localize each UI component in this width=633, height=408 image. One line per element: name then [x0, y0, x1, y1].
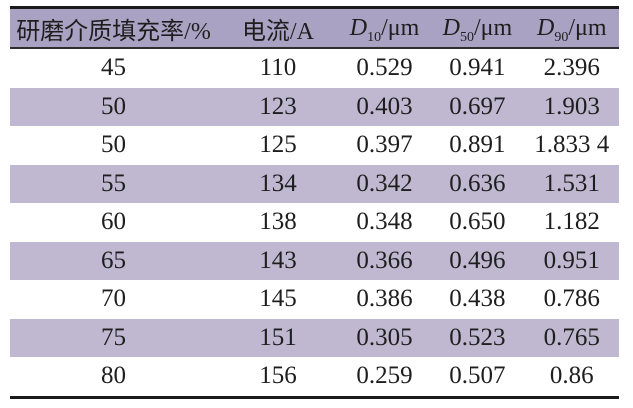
column-unit: /μm	[568, 14, 607, 41]
cell-d10: 0.259	[356, 362, 413, 390]
table-row: 80 156 0.259 0.507 0.86	[10, 357, 619, 397]
cell-d10: 0.305	[356, 323, 413, 351]
cell-filling-rate: 80	[101, 362, 127, 390]
column-header-d50: D50/μm	[430, 7, 525, 49]
cell-d50: 0.523	[449, 323, 506, 351]
cell-filling-rate: 50	[101, 92, 127, 120]
column-header-d90: D90/μm	[524, 7, 619, 49]
cell-filling-rate: 55	[101, 169, 127, 197]
column-header-current: 电流/A	[217, 7, 339, 49]
cell-filling-rate: 45	[101, 54, 127, 82]
cell-current: 151	[259, 323, 297, 351]
table-header: 研磨介质填充率/% 电流/A D10/μm D50/μm D90/μm	[10, 7, 619, 49]
cell-current: 156	[259, 362, 297, 390]
cell-d10: 0.397	[356, 131, 413, 159]
column-header-d10: D10/μm	[338, 7, 431, 49]
cell-d50: 0.697	[449, 92, 506, 120]
cell-current: 138	[259, 208, 297, 236]
cell-d90: 1.182	[543, 208, 600, 236]
cell-d90: 0.86	[549, 362, 594, 390]
table-row: 65 143 0.366 0.496 0.951	[10, 241, 619, 280]
cell-d50: 0.891	[449, 131, 506, 159]
cell-d10: 0.342	[356, 169, 413, 197]
column-symbol: D	[349, 14, 368, 41]
cell-d50: 0.941	[449, 54, 506, 82]
cell-d90: 0.951	[543, 246, 600, 274]
cell-d50: 0.496	[449, 246, 506, 274]
cell-d50: 0.636	[449, 169, 506, 197]
cell-d90: 0.765	[543, 323, 600, 351]
table-row: 60 138 0.348 0.650 1.182	[10, 203, 619, 242]
column-subscript: 50	[459, 29, 474, 45]
table-row: 50 123 0.403 0.697 1.903	[10, 87, 619, 126]
cell-filling-rate: 50	[101, 131, 127, 159]
table-row: 50 125 0.397 0.891 1.833 4	[10, 126, 619, 165]
cell-filling-rate: 75	[101, 323, 127, 351]
cell-d10: 0.403	[356, 92, 413, 120]
cell-d90: 1.833 4	[534, 131, 610, 159]
column-unit: /μm	[473, 14, 513, 41]
cell-d90: 1.531	[543, 169, 600, 197]
table-row: 70 145 0.386 0.438 0.786	[10, 280, 619, 319]
grinding-media-table: 研磨介质填充率/% 电流/A D10/μm D50/μm D90/μm 45 110 0.5…	[10, 6, 619, 399]
table-row: 45 110 0.529 0.941 2.396	[10, 48, 619, 88]
cell-d90: 0.786	[543, 285, 600, 313]
cell-current: 143	[259, 246, 297, 274]
cell-d50: 0.650	[449, 208, 506, 236]
cell-d10: 0.366	[356, 246, 413, 274]
table-body: 45 110 0.529 0.941 2.396 50 123 0.403 0.697 1.903…	[10, 48, 619, 397]
cell-current: 123	[259, 92, 297, 120]
cell-current: 110	[259, 54, 297, 82]
cell-d50: 0.438	[449, 285, 506, 313]
cell-d10: 0.529	[356, 54, 413, 82]
cell-d10: 0.386	[356, 285, 413, 313]
cell-d90: 1.903	[543, 92, 600, 120]
column-symbol: D	[537, 14, 555, 41]
cell-filling-rate: 65	[101, 246, 127, 274]
cell-d50: 0.507	[449, 362, 506, 390]
cell-current: 125	[259, 131, 297, 159]
cell-d10: 0.348	[356, 208, 413, 236]
table-row: 55 134 0.342 0.636 1.531	[10, 164, 619, 203]
cell-current: 134	[259, 169, 297, 197]
cell-d90: 2.396	[543, 54, 600, 82]
table-row: 75 151 0.305 0.523 0.765	[10, 318, 619, 357]
column-unit: /μm	[381, 14, 420, 41]
column-symbol: D	[442, 14, 460, 41]
cell-current: 145	[259, 285, 297, 313]
table-header-row: 研磨介质填充率/% 电流/A D10/μm D50/μm D90/μm	[10, 7, 619, 49]
cell-filling-rate: 70	[101, 285, 127, 313]
column-header-filling-rate: 研磨介质填充率/%	[10, 7, 218, 49]
cell-filling-rate: 60	[101, 208, 127, 236]
column-subscript: 90	[554, 29, 569, 45]
column-subscript: 10	[367, 29, 382, 45]
